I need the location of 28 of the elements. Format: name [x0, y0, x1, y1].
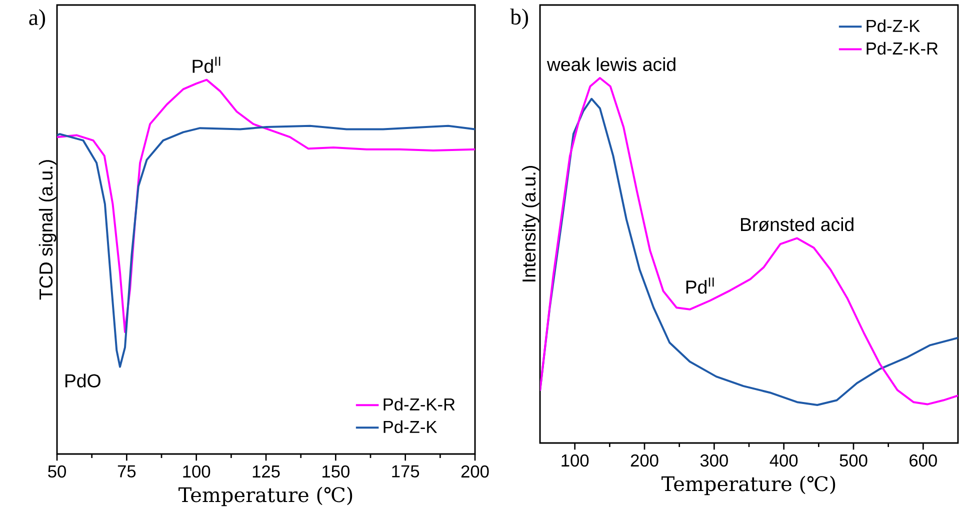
chart-title: a) [29, 9, 46, 30]
x-tick-label: 600 [910, 454, 937, 467]
x-tick-label: 125 [252, 465, 280, 478]
x-tick-label: 175 [392, 465, 420, 478]
x-tick-label: 100 [562, 454, 589, 467]
annotation: Pd$^{II}$ [192, 56, 220, 73]
annotation: Brønsted acid [741, 217, 854, 232]
legend-label: Pd-Z-K [384, 420, 438, 434]
x-tick-label: 200 [461, 465, 489, 478]
annotation: weak lewis acid [546, 57, 676, 72]
x-axis-title: Temperature (℃) [178, 486, 352, 506]
y-axis-title: Intensity (a.u.) [522, 166, 540, 282]
legend-label: Pd-Z-K-R [384, 398, 455, 411]
x-tick-label: 100 [183, 465, 210, 478]
x-tick-label: 400 [770, 454, 798, 467]
legend-label: Pd-Z-K-R [866, 42, 938, 55]
x-tick-label: 75 [118, 465, 136, 478]
x-tick-label: 200 [630, 454, 658, 467]
x-tick-label: 150 [322, 465, 350, 478]
chart-title: b) [510, 8, 528, 30]
legend-label: Pd-Z-K [866, 19, 920, 32]
y-axis-title: TCD signal (a.u.) [38, 160, 56, 300]
x-tick-label: 500 [840, 454, 868, 467]
x-tick-label: 50 [48, 465, 66, 478]
annotation: Pd$^{II}$ [686, 278, 714, 294]
annotation: PdO [65, 374, 100, 388]
x-axis-title: Temperature (℃) [662, 476, 836, 496]
x-tick-label: 300 [700, 454, 728, 467]
